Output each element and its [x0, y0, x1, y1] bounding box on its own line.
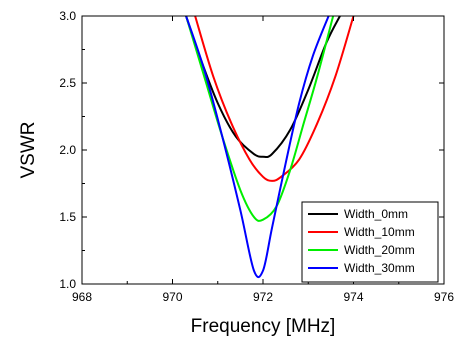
plot-lines	[185, 16, 355, 279]
legend: Width_0mm Width_10mm Width_20mm Width_30mm	[301, 201, 439, 283]
legend-label: Width_20mm	[344, 243, 415, 257]
y-tick-label: 2.0	[59, 143, 76, 157]
y-tick-label: 3.0	[59, 9, 76, 23]
y-axis-ticks: 1.0 1.5 2.0 2.5 3.0	[59, 9, 444, 291]
x-tick-label: 972	[253, 290, 273, 304]
y-tick-label: 2.5	[59, 76, 76, 90]
x-tick-label: 974	[343, 290, 363, 304]
x-axis-ticks: 968 970 972 974 976	[72, 16, 454, 304]
y-axis-title: VSWR	[18, 122, 39, 179]
y-tick-label: 1.0	[59, 277, 76, 291]
legend-label: Width_0mm	[344, 207, 408, 221]
legend-label: Width_30mm	[344, 261, 415, 275]
y-tick-label: 1.5	[59, 210, 76, 224]
series-line-width-30mm	[185, 16, 330, 279]
x-axis-title: Frequency [MHz]	[191, 316, 336, 337]
series-line-width-20mm	[185, 16, 335, 222]
series-line-width-0mm	[185, 16, 341, 159]
x-tick-label: 968	[72, 290, 92, 304]
series-line-width-10mm	[194, 16, 355, 182]
x-tick-label: 976	[434, 290, 454, 304]
legend-label: Width_10mm	[344, 225, 415, 239]
x-tick-label: 970	[162, 290, 182, 304]
